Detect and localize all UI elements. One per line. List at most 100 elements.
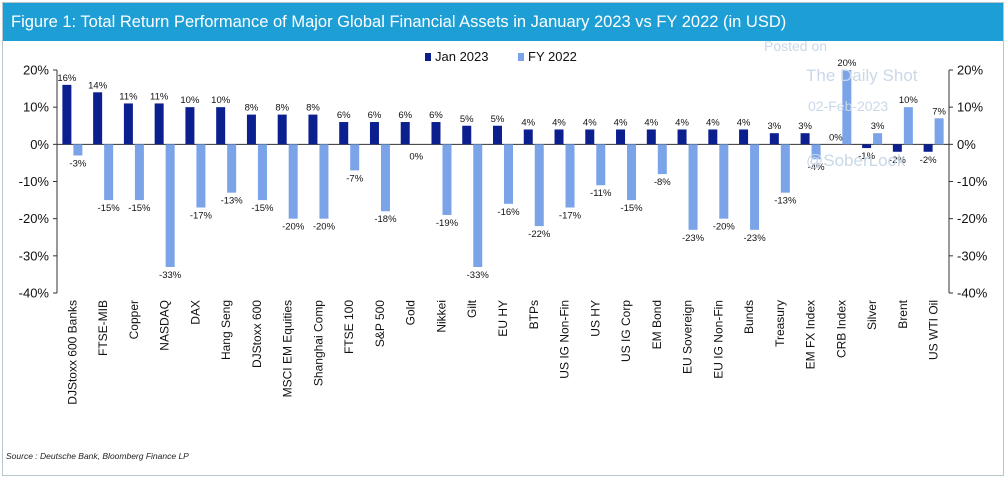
data-label-fy2022: -3% [69, 158, 86, 169]
bar-fy2022 [750, 144, 760, 230]
data-label-jan2023: 8% [275, 103, 289, 114]
y-tick-label-right: 10% [957, 100, 983, 115]
bar-jan2023 [123, 103, 133, 145]
category-label: US IG Non-Fin [558, 300, 572, 379]
bar-fy2022 [596, 144, 606, 186]
bar-jan2023 [154, 103, 164, 145]
bar-jan2023 [677, 129, 687, 145]
category-label: Treasury [773, 300, 787, 347]
bar-fy2022 [227, 144, 237, 193]
bar-fy2022 [504, 144, 513, 204]
data-label-fy2022: -19% [436, 218, 459, 229]
legend-swatch-jan2023 [425, 53, 431, 61]
bar-jan2023 [493, 125, 502, 145]
data-label-jan2023: 4% [552, 117, 566, 128]
bar-fy2022 [657, 144, 667, 175]
bar-fy2022 [380, 144, 390, 212]
category-label: CRB Index [834, 300, 848, 358]
bar-fy2022 [811, 144, 821, 160]
data-label-fy2022: 10% [899, 95, 919, 106]
category-label: NASDAQ [158, 300, 172, 351]
data-label-jan2023: 11% [150, 91, 169, 102]
data-label-fy2022: -16% [497, 207, 520, 218]
bar-jan2023 [800, 133, 810, 145]
data-label-jan2023: 6% [337, 110, 351, 121]
data-label-jan2023: 3% [798, 121, 812, 132]
category-label: BTPs [527, 300, 541, 329]
bar-jan2023 [216, 107, 226, 145]
bar-jan2023 [862, 144, 872, 149]
data-label-jan2023: 8% [245, 103, 259, 114]
data-label-jan2023: 3% [767, 121, 781, 132]
y-tick-label-right: -10% [957, 174, 988, 189]
legend-swatch-fy2022 [518, 53, 524, 61]
category-label: Gilt [465, 299, 479, 318]
category-label: FTSE 100 [342, 300, 356, 354]
category-label: EU IG Non-Fin [711, 300, 725, 379]
y-tick-label-left: -10% [19, 174, 50, 189]
category-label: DJStoxx 600 Banks [65, 300, 79, 405]
category-label: EU HY [496, 300, 510, 337]
category-label: Copper [127, 300, 141, 339]
data-label-jan2023: 4% [644, 117, 658, 128]
y-tick-label-right: 20% [957, 63, 983, 78]
data-label-jan2023: 6% [368, 110, 382, 121]
data-label-jan2023: 4% [521, 117, 535, 128]
bar-jan2023 [769, 133, 779, 145]
bar-jan2023 [339, 122, 349, 145]
data-label-jan2023: 6% [398, 110, 412, 121]
y-tick-label-left: -30% [19, 248, 50, 263]
bar-jan2023 [523, 129, 533, 145]
category-label: S&P 500 [373, 300, 387, 347]
y-tick-label-right: -40% [957, 286, 988, 301]
category-label: Shanghai Comp [311, 300, 325, 386]
data-label-jan2023: 4% [675, 117, 689, 128]
y-tick-label-right: -30% [957, 248, 988, 263]
bar-jan2023 [892, 144, 902, 152]
source-note: Source : Deutsche Bank, Bloomberg Financ… [6, 451, 189, 461]
data-label-fy2022: -17% [190, 211, 213, 222]
bar-jan2023 [585, 129, 595, 145]
bar-jan2023 [616, 129, 626, 145]
y-tick-label-left: -40% [19, 286, 50, 301]
bar-fy2022 [903, 107, 913, 145]
data-label-fy2022: 0% [409, 151, 423, 162]
category-label: FTSE-MIB [96, 300, 110, 356]
category-label: EM FX Index [804, 300, 818, 369]
data-label-fy2022: -7% [346, 173, 363, 184]
data-label-jan2023: -1% [858, 151, 875, 162]
chart-labels: 16% -3% DJStoxx 600 Banks 14% -15% FTSE-MIB 11… [57, 58, 946, 405]
bar-fy2022 [196, 144, 206, 208]
data-label-fy2022: -20% [313, 222, 336, 233]
data-label-fy2022: 7% [932, 106, 946, 117]
data-label-jan2023: 10% [211, 95, 231, 106]
data-label-jan2023: 4% [706, 117, 720, 128]
category-label: US IG Corp [619, 300, 633, 362]
category-label: Gold [404, 300, 418, 325]
chart-axes: 20% 20% 10% 10% 0% 0% -10% -10% -20% -20% -30% -30%… [19, 63, 988, 301]
bar-jan2023 [93, 92, 103, 145]
bar-jan2023 [739, 129, 749, 145]
legend-label-jan2023: Jan 2023 [435, 49, 489, 64]
bar-jan2023 [646, 129, 656, 145]
data-label-fy2022: -4% [808, 162, 825, 173]
data-label-jan2023: 11% [119, 91, 138, 102]
data-label-jan2023: 4% [614, 117, 628, 128]
bar-jan2023 [62, 84, 72, 145]
bar-fy2022 [473, 144, 483, 267]
data-label-fy2022: 3% [871, 121, 885, 132]
data-label-jan2023: 16% [57, 73, 77, 84]
chart-legend: Jan 2023 FY 2022 [425, 49, 577, 64]
bar-fy2022 [780, 144, 790, 193]
data-label-fy2022: -15% [251, 203, 274, 214]
category-label: Brent [896, 299, 910, 328]
y-tick-label-left: 20% [23, 63, 49, 78]
bar-fy2022 [873, 133, 883, 145]
bar-fy2022 [165, 144, 175, 267]
bar-jan2023 [462, 125, 472, 145]
data-label-fy2022: -23% [682, 233, 705, 244]
data-label-fy2022: -13% [221, 196, 244, 207]
data-label-fy2022: -17% [559, 211, 582, 222]
category-label: DAX [188, 300, 202, 325]
